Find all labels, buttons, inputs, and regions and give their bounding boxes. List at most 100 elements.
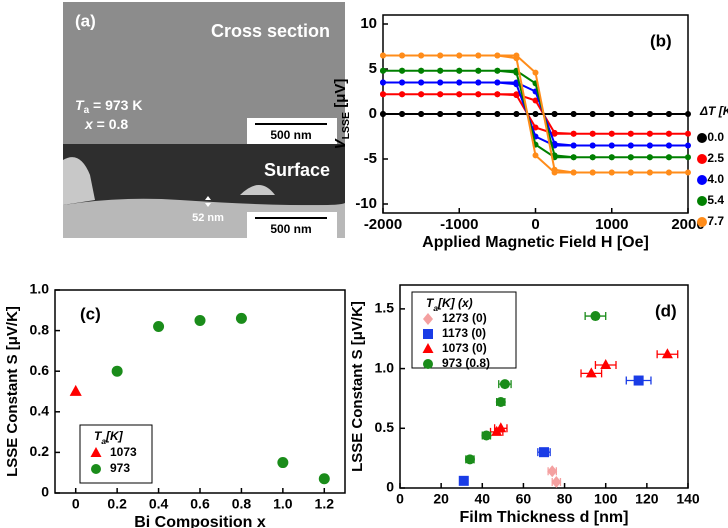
y-tick-label: -10 xyxy=(355,195,377,212)
marker xyxy=(697,133,707,143)
legend-label: 973 xyxy=(110,461,130,475)
y-tick-label: 0 xyxy=(386,479,394,495)
marker xyxy=(685,131,691,137)
y-tick-label: 0 xyxy=(369,105,377,122)
x-tick-label: 140 xyxy=(676,491,700,507)
marker xyxy=(571,143,577,149)
marker xyxy=(437,68,443,74)
marker xyxy=(380,91,386,97)
marker xyxy=(494,53,500,59)
marker xyxy=(475,68,481,74)
marker xyxy=(533,111,539,117)
marker xyxy=(552,170,558,176)
panel-label: (a) xyxy=(75,11,96,30)
thickness-text: 52 nm xyxy=(192,212,224,224)
y-axis-label-part: [μV] xyxy=(332,79,349,112)
composition-text: x = 0.8 xyxy=(84,116,128,132)
x-tick-label: 60 xyxy=(516,491,532,507)
marker xyxy=(380,80,386,86)
marker xyxy=(551,476,561,488)
y-axis-label-part: LSSE xyxy=(340,112,352,139)
marker xyxy=(112,366,123,377)
marker xyxy=(423,329,433,339)
marker xyxy=(697,196,707,206)
x-tick-label: 0.4 xyxy=(149,496,169,512)
marker xyxy=(697,217,707,227)
top-title: Cross section xyxy=(211,21,330,41)
y-tick-label: 0.4 xyxy=(30,403,50,419)
panel-label: (b) xyxy=(650,31,672,50)
marker xyxy=(475,53,481,59)
y-tick-label: 5 xyxy=(369,60,377,77)
marker xyxy=(697,154,707,164)
figure: (a) Cross section Surface Ta = 973 K x =… xyxy=(0,0,728,528)
y-tick-label: 0.8 xyxy=(30,321,50,337)
marker xyxy=(666,154,672,160)
legend-label: 973 (0.8) xyxy=(442,356,490,370)
marker xyxy=(456,80,462,86)
marker xyxy=(91,464,101,474)
y-tick-label: 1.0 xyxy=(30,281,50,297)
marker xyxy=(399,111,405,117)
marker xyxy=(456,91,462,97)
marker xyxy=(456,111,462,117)
marker xyxy=(571,111,577,117)
marker xyxy=(513,92,519,98)
marker xyxy=(456,68,462,74)
legend-label: 4.0 xyxy=(707,172,724,186)
marker xyxy=(590,154,596,160)
marker xyxy=(600,359,611,369)
marker xyxy=(277,457,288,468)
marker xyxy=(647,111,653,117)
marker xyxy=(459,476,469,486)
y-tick-label: 0 xyxy=(41,484,49,500)
composition-value: = 0.8 xyxy=(93,116,129,132)
marker xyxy=(513,111,519,117)
y-tick-label: 1.0 xyxy=(375,359,395,375)
x-tick-label: -1000 xyxy=(440,216,478,233)
x-tick-label: 0.8 xyxy=(232,496,252,512)
marker xyxy=(628,131,634,137)
x-tick-label: 1.0 xyxy=(273,496,293,512)
scale-text: 500 nm xyxy=(270,128,311,142)
y-axis-label: LSSE Constant S [μV/K] xyxy=(4,306,21,477)
x-tick-label: -2000 xyxy=(364,216,402,233)
y-tick-label: -5 xyxy=(364,150,377,167)
marker xyxy=(399,53,405,59)
marker xyxy=(437,91,443,97)
legend-label: 5.4 xyxy=(707,193,724,207)
marker xyxy=(662,348,673,358)
marker xyxy=(533,152,539,158)
marker xyxy=(685,154,691,160)
marker xyxy=(399,91,405,97)
marker xyxy=(590,311,600,321)
marker xyxy=(399,80,405,86)
marker xyxy=(590,170,596,176)
marker xyxy=(494,91,500,97)
x-axis-label: Bi Composition x xyxy=(134,514,266,528)
marker xyxy=(423,359,433,369)
x-tick-label: 0.6 xyxy=(190,496,210,512)
marker xyxy=(666,170,672,176)
x-tick-label: 40 xyxy=(474,491,490,507)
marker xyxy=(418,68,424,74)
marker xyxy=(628,143,634,149)
marker xyxy=(539,447,549,457)
marker xyxy=(418,111,424,117)
y-tick-label: 0.5 xyxy=(375,419,395,435)
legend-title-part: [K] xyxy=(105,429,124,443)
marker xyxy=(380,68,386,74)
sem-panel: (a) Cross section Surface Ta = 973 K x =… xyxy=(63,2,345,238)
marker xyxy=(571,131,577,137)
marker xyxy=(666,131,672,137)
x-axis-label: Applied Magnetic Field H [Oe] xyxy=(422,234,649,251)
y-tick-label: 0.6 xyxy=(30,362,50,378)
marker xyxy=(609,154,615,160)
marker xyxy=(437,111,443,117)
x-axis-label: Film Thickness d [nm] xyxy=(460,509,629,526)
bottom-title: Surface xyxy=(264,160,330,180)
marker xyxy=(437,80,443,86)
marker xyxy=(590,143,596,149)
panel-label: (d) xyxy=(655,301,677,320)
marker xyxy=(475,111,481,117)
